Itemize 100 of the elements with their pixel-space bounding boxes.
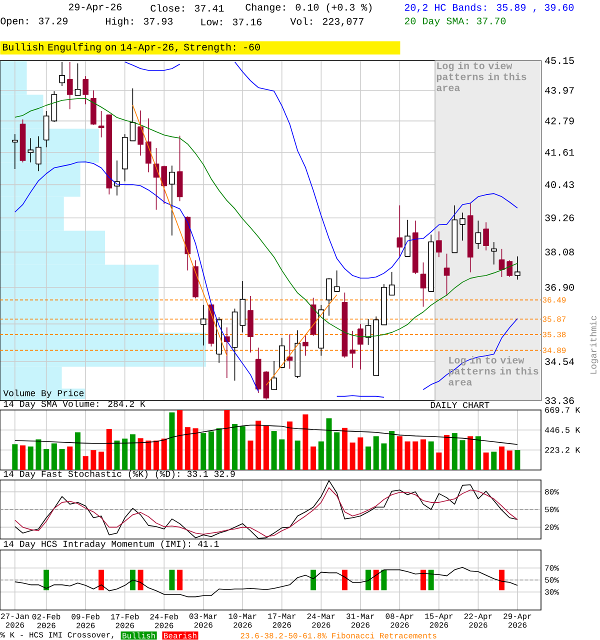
bar [506, 450, 512, 470]
bar [224, 410, 230, 470]
bar [200, 433, 206, 470]
x-tick-label: 24-Mar 2026 [307, 614, 335, 628]
bar [82, 456, 88, 470]
bar [499, 446, 504, 470]
bar [404, 441, 410, 470]
candlestick [506, 260, 513, 278]
candlestick [145, 118, 152, 173]
text: Low: 37.16 [201, 18, 262, 26]
ref-line-label: 36.49 [542, 297, 566, 303]
bar [59, 448, 65, 470]
bar [373, 436, 379, 470]
bar [44, 448, 50, 470]
bar [444, 435, 450, 470]
candlestick [444, 253, 450, 296]
candlestick [350, 330, 356, 368]
y-tick-label: 50% [545, 506, 559, 512]
bar [389, 431, 395, 470]
bar [74, 432, 80, 470]
candlestick [460, 212, 466, 242]
y-axis-title: Logarithmic [590, 316, 598, 374]
y-tick-label: 446.5 K [544, 427, 580, 433]
y-tick-label: 669.7 K [545, 407, 580, 413]
bar [106, 429, 112, 470]
candlestick [98, 110, 104, 138]
candlestick [358, 324, 364, 370]
candlestick [475, 220, 482, 250]
bar [263, 426, 269, 470]
y-tick-label: 34.54 [545, 358, 574, 366]
bar [342, 428, 348, 470]
bar [232, 424, 238, 470]
candlestick [114, 160, 120, 196]
bar [366, 446, 372, 470]
y-tick-label: 40.43 [545, 181, 574, 188]
candlestick [388, 272, 395, 296]
text: Close: 37.41 [150, 4, 224, 12]
bar [310, 446, 316, 470]
y-tick-label: 41.61 [545, 148, 574, 156]
candlestick [66, 61, 73, 110]
bar [271, 431, 277, 470]
candlestick [271, 360, 277, 390]
bar [302, 414, 308, 470]
x-tick-label: 15-Apr 2026 [425, 614, 453, 628]
y-tick-label: 20% [545, 524, 559, 530]
candlestick [490, 242, 497, 265]
bar [154, 440, 160, 470]
bar [28, 446, 34, 470]
candlestick [161, 165, 168, 204]
text: Bullish [122, 632, 155, 638]
candlestick [278, 337, 285, 369]
candlestick [436, 230, 442, 258]
bar [286, 422, 292, 470]
text: 23.6-38.2-50-61.8% Fibonacci Retracements [240, 632, 436, 638]
x-tick-label: 24-Feb 2026 [150, 614, 178, 628]
x-tick-label: 22-Apr 2026 [464, 614, 492, 628]
text: Change: 0.10 (+0.3 %) [246, 3, 372, 13]
ref-line-label: 35.87 [542, 316, 566, 322]
text: Volume By Price [3, 390, 84, 398]
candlestick [498, 248, 505, 278]
candlestick [200, 304, 206, 346]
candlestick [28, 138, 34, 163]
chart-title: Bullish Engulfing on 14-Apr-26, Strength: -60 [2, 43, 260, 53]
bar [161, 438, 167, 470]
candlestick [12, 134, 18, 170]
y-tick-label: 39.26 [545, 214, 574, 222]
bar [460, 440, 466, 470]
candlestick [326, 278, 332, 316]
y-tick-label: 223.2 K [545, 447, 580, 453]
x-tick-label: 02-Feb 2026 [32, 614, 60, 628]
x-tick-label: 27-Jan 2026 [1, 614, 29, 628]
y-tick-label: 38.08 [545, 248, 574, 256]
bar [468, 436, 474, 470]
bar [350, 442, 356, 470]
bar [294, 440, 300, 470]
candlestick [483, 222, 489, 251]
x-tick-label: 09-Feb 2026 [72, 614, 100, 628]
bar [67, 446, 73, 470]
bar [326, 418, 332, 470]
candlestick [396, 204, 403, 258]
text: Open: 37.29 [0, 18, 68, 26]
bar [248, 440, 254, 470]
chart-title: 14 Day SMA Volume: 284.2 K [4, 400, 146, 409]
bar [514, 450, 520, 470]
bar [122, 438, 128, 470]
bar [138, 438, 144, 470]
bar [412, 441, 418, 470]
legend-title: % K - HCS IMI Crossover, [0, 632, 114, 639]
candlestick [130, 88, 136, 142]
bar [192, 428, 198, 470]
x-tick-label: 29-Apr 2026 [504, 614, 532, 628]
bar [381, 443, 387, 470]
bar [36, 439, 42, 470]
bar [240, 426, 246, 470]
candlestick [420, 262, 426, 308]
bar [452, 433, 458, 470]
bar [279, 439, 285, 470]
bar [334, 432, 340, 470]
band-label: Log in to view patterns in this area [436, 62, 526, 92]
bar [177, 410, 183, 470]
